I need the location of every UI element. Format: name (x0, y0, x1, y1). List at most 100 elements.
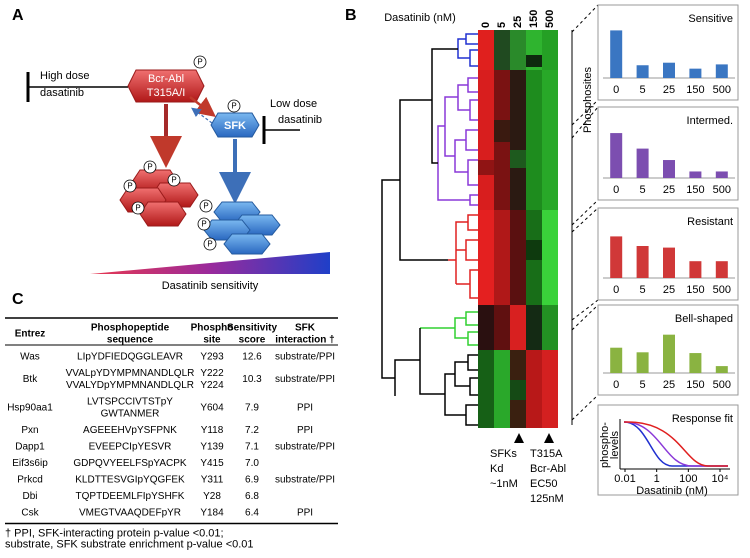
dose-label: 0 (480, 22, 492, 28)
phospho-label: P (197, 58, 202, 67)
x-tick-label: 25 (663, 184, 675, 196)
phospho-label: P (203, 202, 208, 211)
marker-labels: SFKs Kd ~1nM T315A Bcr-Abl EC50 125nM (490, 448, 566, 505)
marker-label: 125nM (530, 493, 564, 505)
cell: Y415 (200, 458, 224, 469)
bar (663, 247, 675, 278)
cell: 7.2 (245, 425, 259, 436)
x-tick-label: 500 (713, 379, 731, 391)
cell: Dbi (22, 491, 37, 502)
phospho-circle (199, 199, 213, 213)
cell: Y311 (201, 475, 224, 486)
x-tick-label: 25 (663, 284, 675, 296)
bar (610, 133, 623, 178)
cell: KLDTTESVGIpYQGFEK (75, 475, 185, 486)
x-tick-label: 25 (663, 84, 675, 96)
column-header: site (203, 335, 221, 346)
cell: Btk (23, 374, 38, 385)
x-tick-label: 150 (686, 284, 704, 296)
axis-title: Dasatinib (nM) (384, 12, 456, 24)
bar (610, 30, 623, 78)
bar (715, 171, 728, 178)
label: dasatinib (40, 87, 84, 99)
column-header: score (239, 335, 266, 346)
phospho-circle (227, 99, 241, 113)
cell: 10.3 (242, 374, 262, 385)
cell: Was (20, 352, 40, 363)
cell: Csk (21, 508, 39, 519)
marker-label: ~1nM (490, 478, 518, 490)
chart-title: Sensitive (688, 13, 733, 25)
gradient-triangle (90, 252, 330, 274)
connectors (571, 4, 599, 421)
marker-label: Bcr-Abl (530, 463, 566, 475)
chart-title: Resistant (687, 216, 733, 228)
cell: Y293 (200, 352, 224, 363)
x-tick-label: 0 (613, 184, 619, 196)
chart-title: Intermed. (687, 115, 733, 127)
cell: substrate/PPI (275, 374, 335, 385)
x-tick-label: 25 (663, 379, 675, 391)
bar (715, 261, 728, 278)
cell: Y139 (200, 442, 224, 453)
cell: 7.0 (245, 458, 259, 469)
x-tick-label: 0 (613, 379, 619, 391)
column-header: SFK (295, 323, 316, 334)
x-tick-label: 150 (686, 84, 704, 96)
sfk-node (210, 112, 260, 138)
cell: Y118 (201, 425, 224, 436)
cell: 7.9 (245, 403, 259, 414)
bar (663, 334, 675, 373)
x-tick-label: 0 (613, 284, 619, 296)
x-tick-label: 100 (679, 473, 697, 485)
phospho-label: P (135, 204, 140, 213)
cell: Hsp90aa1 (7, 403, 53, 414)
phospho-label: P (171, 176, 176, 185)
cell: 7.1 (245, 442, 259, 453)
phospho-circle (123, 179, 137, 193)
bar (663, 62, 675, 78)
bar (636, 352, 649, 373)
bar (636, 65, 649, 78)
y-axis-title: phospho- (599, 422, 611, 468)
bar (689, 353, 702, 373)
bar (610, 236, 623, 278)
cell: substrate/PPI (275, 475, 335, 486)
arrow (189, 96, 216, 118)
bar (610, 347, 623, 373)
x-tick-label: 500 (713, 184, 731, 196)
phospho-label: P (207, 240, 212, 249)
phospho-circle (193, 55, 207, 69)
bar (689, 68, 702, 78)
label: Bcr-Abl (148, 73, 184, 85)
chart-title: Response fit (672, 413, 733, 425)
phospho-circle (131, 201, 145, 215)
phospho-label: P (147, 163, 152, 172)
arrow (191, 107, 213, 124)
chart-frame (597, 404, 739, 496)
bar (689, 261, 702, 278)
phospho-label: P (231, 102, 236, 111)
column-header: Phosphopeptide (91, 323, 170, 334)
x-tick-label: 10⁴ (712, 473, 729, 485)
footnote: substrate, SFK substrate enrichment p-va… (5, 538, 254, 550)
y-axis-title: levels (609, 430, 621, 459)
cell: Eif3s6ip (12, 458, 48, 469)
cell: PPI (297, 403, 313, 414)
panel-label: B (345, 7, 357, 24)
cell: Prkcd (17, 475, 43, 486)
phospho-label: P (201, 220, 206, 229)
label: SFK (224, 120, 246, 132)
bar (715, 366, 728, 373)
column-header: interaction † (275, 335, 334, 346)
x-tick-label: 5 (640, 379, 646, 391)
bar (663, 160, 675, 178)
cell: LIpYDFIEDQGGLEAVR (77, 352, 183, 363)
cell: 6.4 (245, 508, 259, 519)
column-header: Sensitivity (227, 323, 277, 334)
column-header: Phospho (191, 323, 234, 334)
cell: PPI (297, 508, 313, 519)
phospho-circle (203, 237, 217, 251)
